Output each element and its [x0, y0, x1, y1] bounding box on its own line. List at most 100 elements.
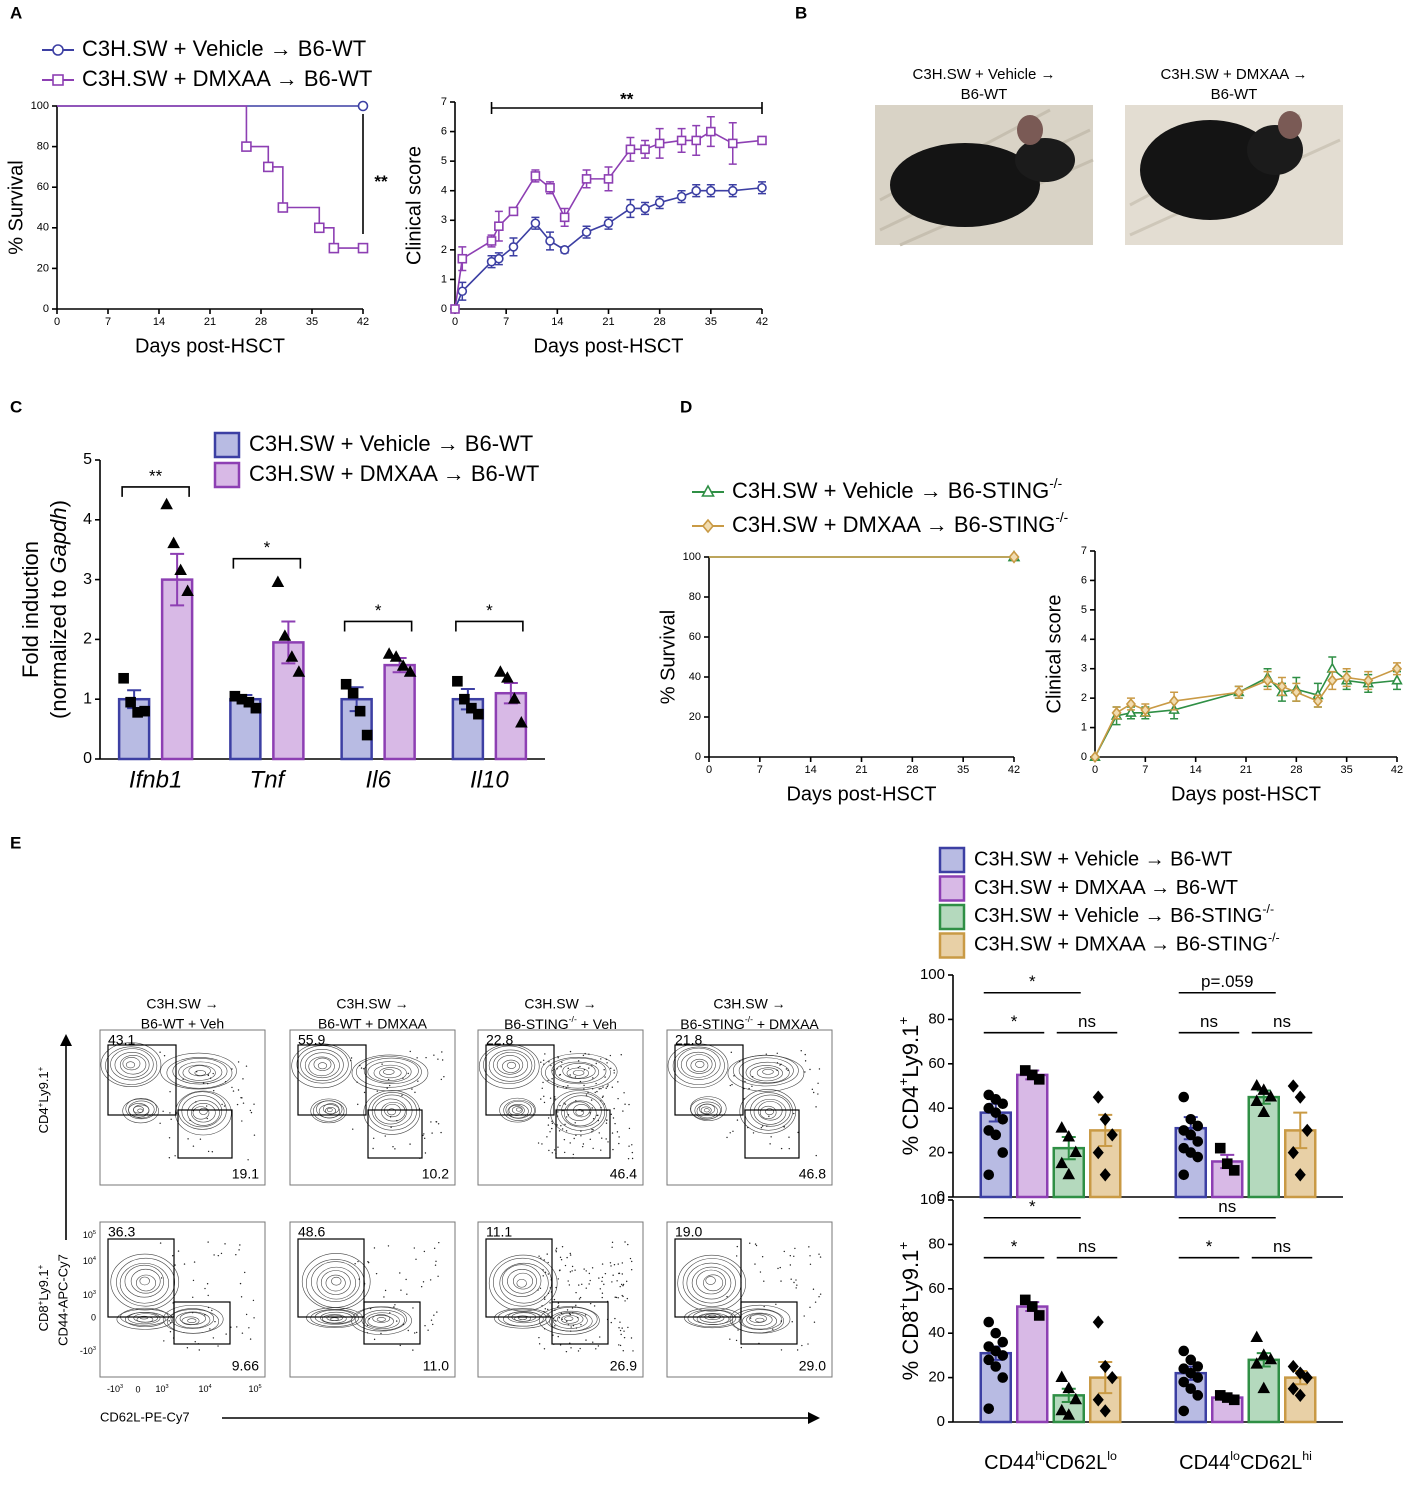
event-dot	[554, 1309, 556, 1311]
event-dot	[591, 1267, 594, 1269]
event-dot	[369, 1307, 372, 1310]
marker	[278, 629, 292, 641]
marker	[167, 536, 180, 549]
event-dot	[389, 1084, 391, 1087]
event-dot	[239, 1282, 242, 1285]
marker	[1178, 1091, 1190, 1103]
event-dot	[383, 1296, 385, 1298]
flow-plot-frame	[666, 1221, 833, 1378]
event-dot	[572, 1153, 575, 1156]
event-dot	[569, 1313, 572, 1316]
x-tick-label: 7	[1142, 764, 1148, 776]
event-dot	[423, 1133, 425, 1135]
marker	[1257, 1348, 1271, 1360]
flow-column-title: C3H.SW →	[713, 996, 785, 1012]
marker	[1178, 1405, 1190, 1417]
marker	[271, 575, 285, 587]
contour	[545, 1057, 611, 1089]
contour	[351, 1054, 429, 1092]
marker	[1125, 697, 1136, 711]
flow-row-label: CD4+Ly9.1+	[36, 1066, 52, 1133]
y-axis-label: % Survival	[657, 610, 679, 704]
marker	[990, 1361, 1002, 1372]
gate	[297, 1238, 365, 1318]
y-tick-label: 40	[37, 222, 49, 234]
gate-value: 29.0	[799, 1358, 826, 1374]
flow-tick-label-part: 4	[93, 1256, 96, 1262]
event-dot	[598, 1088, 600, 1090]
marker	[1111, 706, 1122, 719]
marker	[1069, 1392, 1083, 1405]
event-dot	[609, 1262, 612, 1264]
x-tick-label: 7	[503, 316, 509, 328]
contour	[320, 1270, 351, 1295]
event-dot	[804, 1060, 807, 1062]
marker	[625, 144, 636, 155]
event-dot	[573, 1137, 575, 1140]
contour	[503, 1099, 535, 1121]
contour	[561, 1095, 602, 1128]
event-dot	[815, 1154, 817, 1157]
event-dot	[785, 1068, 788, 1070]
event-dot	[605, 1058, 607, 1061]
event-dot	[168, 1137, 171, 1139]
event-dot	[578, 1298, 581, 1300]
event-dot	[574, 1269, 576, 1271]
event-dot	[433, 1314, 435, 1316]
event-dot	[808, 1246, 810, 1248]
event-dot	[400, 1289, 402, 1291]
y-axis-label-part: +	[896, 1017, 911, 1025]
marker	[508, 206, 519, 217]
flow-column-title-part: -/-	[745, 1014, 753, 1024]
event-dot	[572, 1324, 575, 1327]
legend-label-part: -/-	[1262, 902, 1274, 916]
legend-marker	[701, 518, 715, 534]
event-dot	[566, 1256, 568, 1259]
event-dot	[803, 1315, 805, 1317]
photo-caption: C3H.SW + DMXAA →	[1160, 66, 1307, 83]
contour	[170, 1308, 215, 1329]
flow-tick-label: 105	[248, 1384, 261, 1394]
category-label: Ifnb1	[129, 766, 182, 793]
marker	[676, 191, 687, 202]
event-dot	[560, 1066, 562, 1068]
marker	[382, 647, 396, 659]
event-dot	[213, 1254, 215, 1256]
flow-row-label-part: +	[36, 1066, 45, 1071]
bar	[1016, 1305, 1049, 1424]
marker	[1301, 1123, 1313, 1138]
marker	[1099, 1404, 1111, 1418]
panel-label: A	[10, 3, 22, 22]
x-tick-label: 42	[1391, 764, 1403, 776]
event-dot	[551, 1122, 554, 1125]
contour	[320, 1311, 353, 1324]
legend-marker	[52, 44, 64, 56]
marker	[1192, 1151, 1204, 1163]
y-axis-label: Clinical score	[1043, 595, 1065, 714]
contour	[199, 1107, 208, 1115]
event-dot	[592, 1077, 594, 1079]
event-dot	[160, 1277, 163, 1279]
event-dot	[631, 1144, 633, 1146]
y-tick-label: 100	[920, 966, 945, 983]
event-dot	[425, 1056, 427, 1059]
marker	[1026, 1301, 1038, 1312]
event-dot	[603, 1068, 605, 1071]
marker	[997, 1147, 1009, 1158]
event-dot	[195, 1101, 197, 1103]
marker	[1341, 671, 1352, 684]
event-dot	[605, 1138, 607, 1140]
event-dot	[174, 1155, 176, 1157]
marker	[389, 650, 403, 662]
x-tick-label: 7	[105, 316, 111, 328]
flow-row-label-part: Ly9.1	[36, 1269, 51, 1300]
event-dot	[551, 1069, 553, 1072]
event-dot	[731, 1083, 733, 1086]
contour	[561, 1315, 579, 1324]
panel-label: E	[10, 833, 21, 852]
event-dot	[779, 1064, 781, 1066]
event-dot	[615, 1296, 618, 1299]
marker	[1192, 1390, 1204, 1401]
event-dot	[236, 1326, 238, 1328]
